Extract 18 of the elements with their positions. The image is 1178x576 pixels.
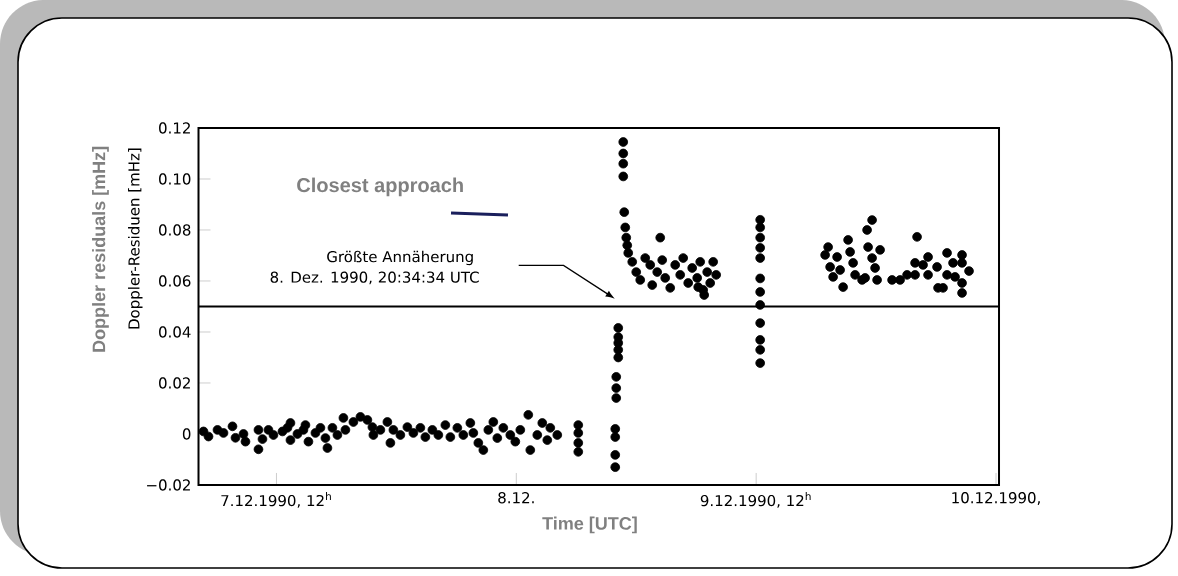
x-tick-label: 9.12.1990, 12$^{h}$ [700,492,811,508]
annotation: Größte Annäherung [327,250,473,266]
text: Doppler-Residuen [mHz] [128,148,143,329]
y-axis-title: Doppler residuals [mHz] [92,146,109,352]
y-tick-label: 0.08 [159,224,191,236]
y-tick-label: −0.02 [147,479,190,491]
y-tick-label: 0.06 [159,275,191,287]
annotation: 8. Dez. 1990, 20:34:34 UTC [270,271,479,285]
x-tick-label: 7.12.1990, 12$^{h}$ [221,492,331,508]
y-tick-label: 0.04 [159,326,191,338]
y-tick-label: 0.12 [159,122,190,134]
y-tick-label: 0 [182,428,191,440]
y-tick-label: 0.10 [159,173,191,185]
x-axis-title: Time [UTC] [542,516,637,534]
annotation: Closest approach [297,177,463,197]
y-tick-label: 0.02 [159,377,190,389]
x-tick-label: 10.12.1990, [952,492,1040,505]
x-tick-label: 8.12. [498,492,534,504]
